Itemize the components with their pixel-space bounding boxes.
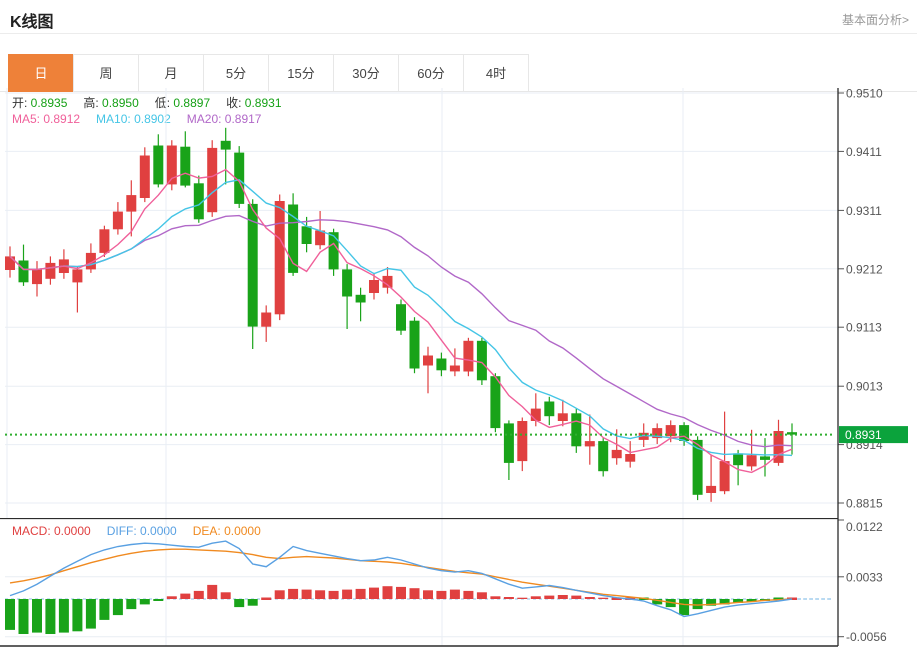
period-tabbar: 日周月 5分 15分 30分 60分 4时	[0, 54, 917, 92]
tab-month[interactable]: 月	[138, 54, 204, 92]
ma10-line	[9, 179, 793, 457]
tab-60min[interactable]: 60分	[398, 54, 464, 92]
macd-axis-label: -0.0056	[846, 630, 887, 644]
period-tabs: 日周月 5分 15分 30分 60分 4时	[8, 54, 529, 92]
dea-item: DEA: 0.0000	[192, 524, 261, 538]
diff-item: DIFF: 0.0000	[106, 524, 177, 538]
main-chart[interactable]: 0.9510 0.9411 0.9311 0.9212 0.9113 0.9013 0.89…	[0, 87, 917, 523]
price-axis-label: 0.9212	[846, 262, 883, 276]
price-axis-label: 0.9013	[846, 380, 883, 394]
ohlc-legend: 开: 0.8935 高: 0.8950 低: 0.8897 收: 0.8931	[12, 94, 298, 111]
tab-day[interactable]: 日	[8, 54, 74, 92]
price-axis-label: 0.9113	[846, 321, 882, 335]
current-price-badge	[839, 426, 908, 444]
macd-axis-label: 0.0033	[846, 570, 883, 584]
macd-axis-label: 0.0122	[846, 520, 883, 534]
ma5-item: MA5: 0.8912	[12, 112, 81, 126]
current-price-badge-label: 0.8931	[845, 428, 882, 442]
candlestick-series	[5, 127, 797, 502]
tab-15min[interactable]: 15分	[268, 54, 334, 92]
macd-chart[interactable]: 0.0122 0.0033 -0.0056	[0, 517, 917, 649]
macd-histogram	[5, 584, 797, 634]
tab-5min[interactable]: 5分	[203, 54, 269, 92]
ma10-item: MA10: 0.8902	[96, 112, 171, 126]
ma5-line	[9, 168, 793, 474]
open-item: 开: 0.8935	[12, 96, 68, 110]
tab-4hour[interactable]: 4时	[463, 54, 529, 92]
macd-legend: MACD: 0.0000 DIFF: 0.0000 DEA: 0.0000	[12, 524, 277, 538]
close-item: 收: 0.8931	[226, 96, 282, 110]
price-axis-label: 0.9510	[846, 88, 883, 101]
price-axis-label: 0.9411	[846, 145, 882, 159]
high-item: 高: 0.8950	[83, 96, 139, 110]
macd-item: MACD: 0.0000	[12, 524, 91, 538]
ma20-item: MA20: 0.8917	[186, 112, 262, 126]
tab-30min[interactable]: 30分	[333, 54, 399, 92]
price-axis-label: 0.8815	[846, 497, 883, 511]
macd-panel[interactable]: 0.0122 0.0033 -0.0056	[0, 517, 917, 649]
header-divider	[0, 33, 917, 34]
ma20-line	[9, 214, 793, 448]
page-title: K线图	[10, 14, 54, 31]
diff-line	[9, 540, 793, 618]
candlestick-panel[interactable]: 0.9510 0.9411 0.9311 0.9212 0.9113 0.9013 0.89…	[0, 87, 917, 518]
ma-legend: MA5: 0.8912 MA10: 0.8902 MA20: 0.8917	[12, 112, 277, 126]
tab-week[interactable]: 周	[73, 54, 139, 92]
fundamental-analysis-link[interactable]: 基本面分析>	[841, 13, 909, 27]
dea-line	[9, 548, 793, 606]
price-axis-label: 0.9311	[846, 204, 882, 218]
